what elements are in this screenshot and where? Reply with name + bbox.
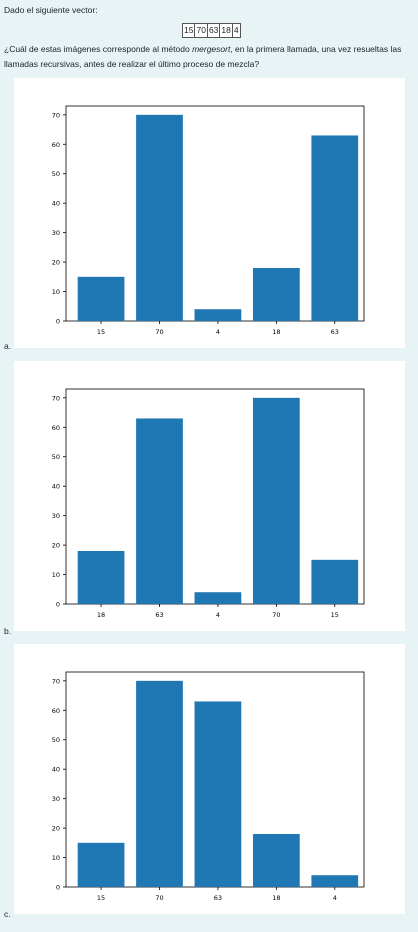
x-tick-label: 4 — [333, 894, 337, 902]
bar — [77, 550, 125, 604]
x-tick-label: 4 — [216, 328, 220, 336]
option-c-panel[interactable]: 0 10 20 30 40 50 60 70 15 70 63 18 4 — [14, 644, 405, 914]
option-b-label[interactable]: b. — [4, 626, 12, 636]
vector-table: 15 70 63 18 4 — [181, 23, 241, 38]
x-tick-label: 70 — [155, 328, 163, 336]
y-tick-label: 10 — [52, 571, 60, 579]
y-tick-label: 70 — [52, 394, 60, 402]
y-tick-label: 0 — [56, 601, 60, 609]
bar — [252, 267, 300, 321]
option-c-label[interactable]: c. — [4, 909, 11, 919]
question-text-after: , en la primera llamada, una vez resuelt… — [4, 44, 402, 69]
x-tick-label: 70 — [272, 611, 280, 619]
y-tick-label: 30 — [52, 795, 60, 803]
y-tick-label: 40 — [52, 200, 60, 208]
vector-cell: 18 — [219, 23, 233, 38]
option-b-panel[interactable]: 0 10 20 30 40 50 60 70 18 63 4 70 15 — [14, 361, 405, 631]
vector-cell: 15 — [181, 23, 196, 38]
bar — [194, 701, 242, 887]
bar — [252, 833, 300, 887]
vector-cell: 70 — [194, 23, 208, 38]
x-tick-label: 63 — [214, 894, 222, 902]
x-tick-label: 18 — [272, 894, 280, 902]
option-a-chart: 0 10 20 30 40 50 60 70 15 70 4 18 63 — [52, 105, 365, 336]
y-tick-label: 40 — [52, 766, 60, 774]
y-tick-label: 70 — [52, 677, 60, 685]
bar — [311, 875, 359, 887]
y-tick-label: 50 — [52, 170, 60, 178]
x-tick-label: 15 — [331, 611, 339, 619]
x-tick-label: 18 — [97, 611, 105, 619]
vector-cell: 4 — [231, 23, 241, 38]
y-tick-label: 30 — [52, 229, 60, 237]
bar — [136, 418, 183, 604]
y-tick-label: 30 — [52, 512, 60, 520]
y-tick-label: 0 — [56, 318, 60, 326]
vector-cell: 63 — [206, 23, 221, 38]
y-tick-label: 60 — [52, 141, 60, 149]
option-b-chart: 0 10 20 30 40 50 60 70 18 63 4 70 15 — [52, 388, 365, 619]
y-tick-label: 20 — [52, 542, 60, 550]
x-tick-label: 63 — [331, 328, 339, 336]
y-tick-label: 60 — [52, 424, 60, 432]
bar — [252, 397, 300, 604]
y-tick-label: 20 — [52, 825, 60, 833]
y-tick-label: 50 — [52, 736, 60, 744]
bar — [311, 559, 359, 604]
y-tick-label: 40 — [52, 483, 60, 491]
bar — [311, 135, 359, 321]
x-tick-label: 18 — [272, 328, 280, 336]
x-tick-label: 15 — [97, 328, 105, 336]
y-tick-label: 70 — [52, 111, 60, 119]
y-tick-label: 10 — [52, 854, 60, 862]
bar — [77, 842, 125, 887]
y-tick-label: 20 — [52, 259, 60, 267]
bar — [77, 276, 125, 321]
option-a-label[interactable]: a. — [4, 341, 12, 351]
question-text: ¿Cuál de estas imágenes corresponde al m… — [4, 42, 414, 72]
method-name: mergesort — [192, 44, 231, 54]
x-tick-label: 4 — [216, 611, 220, 619]
option-a-panel[interactable]: 0 10 20 30 40 50 60 70 15 70 4 18 63 — [14, 78, 405, 348]
y-tick-label: 50 — [52, 453, 60, 461]
y-tick-label: 0 — [56, 884, 60, 892]
bar — [194, 592, 242, 604]
x-tick-label: 15 — [97, 894, 105, 902]
bar — [136, 114, 183, 321]
y-tick-label: 10 — [52, 288, 60, 296]
x-tick-label: 70 — [155, 894, 163, 902]
bar — [194, 309, 242, 321]
question-text-before: ¿Cuál de estas imágenes corresponde al m… — [4, 44, 193, 54]
question-intro: Dado el siguiente vector: — [4, 5, 98, 15]
option-c-chart: 0 10 20 30 40 50 60 70 15 70 63 18 4 — [52, 671, 365, 902]
y-tick-label: 60 — [52, 707, 60, 715]
bar — [136, 680, 183, 887]
x-tick-label: 63 — [155, 611, 163, 619]
